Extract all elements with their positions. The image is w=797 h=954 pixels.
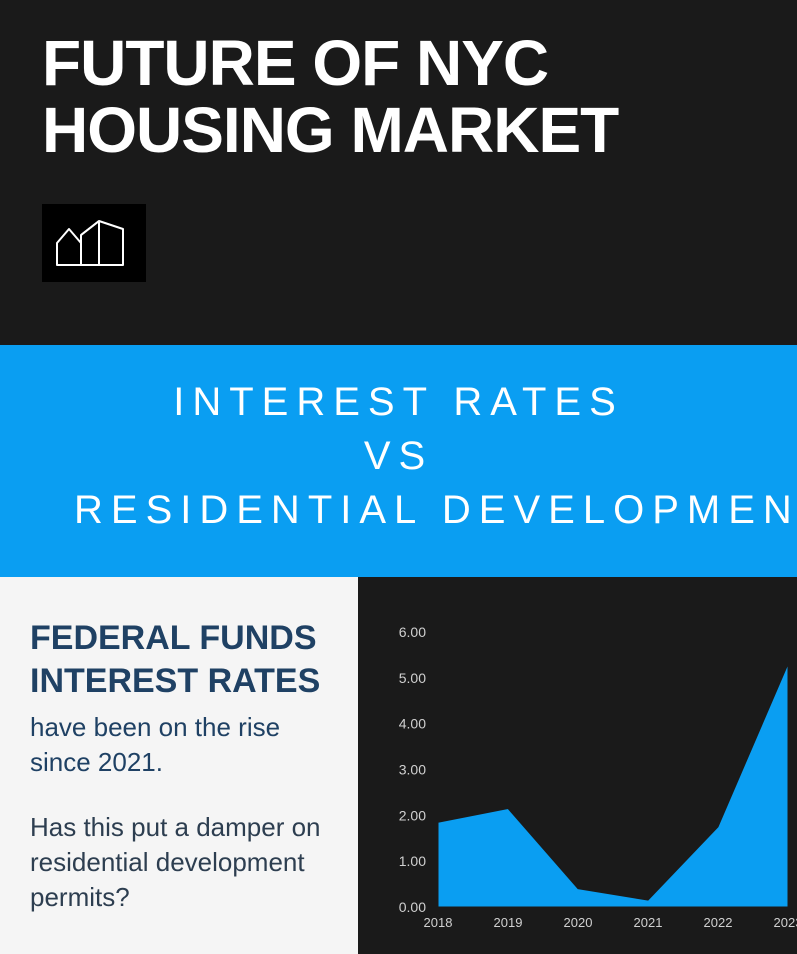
svg-text:2021: 2021 <box>634 915 663 930</box>
banner-line-2: VS <box>0 429 797 483</box>
chart-panel: 0.00 1.00 2.00 3.00 4.00 5.00 6.00 2018 2019 2020… <box>358 577 797 954</box>
svg-text:5.00: 5.00 <box>399 670 426 686</box>
text-question: Has this put a damper on residential dev… <box>30 810 328 915</box>
svg-text:2020: 2020 <box>564 915 593 930</box>
svg-text:2.00: 2.00 <box>399 807 426 823</box>
svg-text:2019: 2019 <box>494 915 523 930</box>
houses-icon <box>51 215 137 271</box>
text-subtext: have been on the rise since 2021. <box>30 710 328 780</box>
house-logo <box>42 204 146 282</box>
text-heading: FEDERAL FUNDS INTEREST RATES <box>30 617 328 702</box>
svg-text:4.00: 4.00 <box>399 716 426 732</box>
svg-text:3.00: 3.00 <box>399 762 426 778</box>
main-title: FUTURE OF NYC HOUSING MARKET <box>42 30 755 164</box>
header-section: FUTURE OF NYC HOUSING MARKET <box>0 0 797 345</box>
banner-line-3: RESIDENTIAL DEVELOPMENT <box>0 483 797 537</box>
banner-section: INTEREST RATES VS RESIDENTIAL DEVELOPMEN… <box>0 345 797 577</box>
area-chart: 0.00 1.00 2.00 3.00 4.00 5.00 6.00 2018 2019 2020… <box>358 577 797 954</box>
text-panel: FEDERAL FUNDS INTEREST RATES have been o… <box>0 577 358 954</box>
title-line-1: FUTURE OF NYC <box>42 27 548 99</box>
title-line-2: HOUSING MARKET <box>42 94 618 166</box>
banner-line-1: INTEREST RATES <box>0 375 797 429</box>
svg-text:0.00: 0.00 <box>399 899 426 915</box>
svg-text:2023: 2023 <box>774 915 797 930</box>
svg-text:2018: 2018 <box>424 915 453 930</box>
content-row: FEDERAL FUNDS INTEREST RATES have been o… <box>0 577 797 954</box>
svg-text:2022: 2022 <box>704 915 733 930</box>
svg-text:6.00: 6.00 <box>399 624 426 640</box>
svg-text:1.00: 1.00 <box>399 853 426 869</box>
